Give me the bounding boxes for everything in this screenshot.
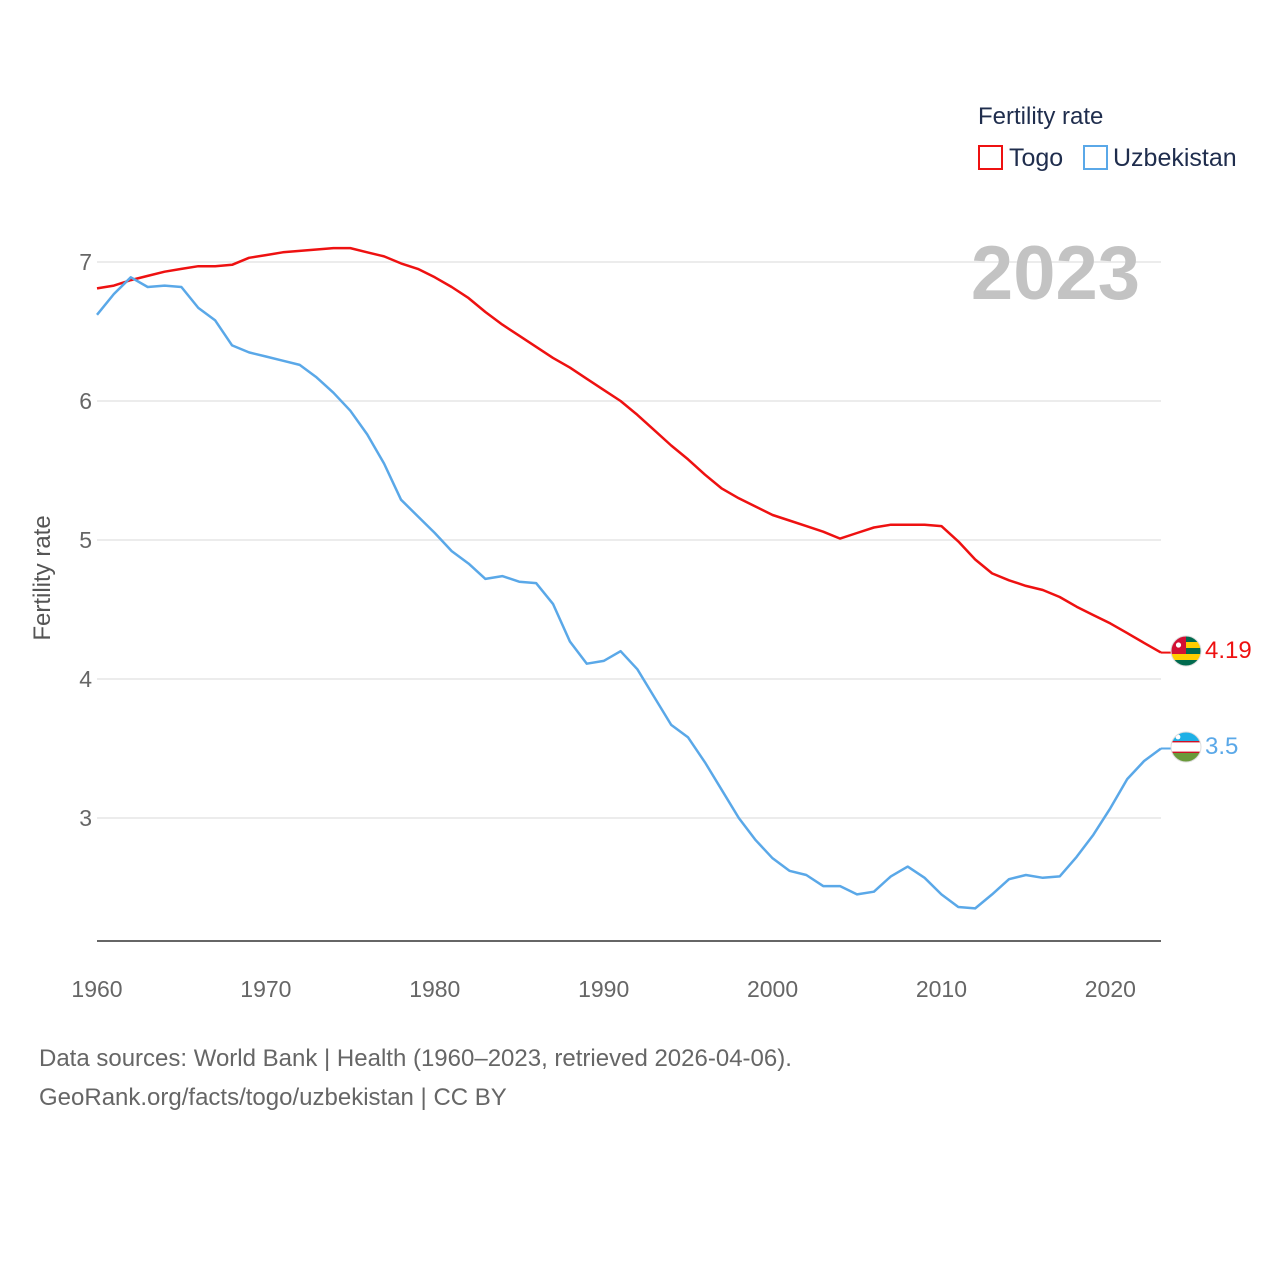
legend-swatch-uzbekistan[interactable] [1083, 145, 1108, 170]
legend: Fertility rate Togo Uzbekistan [978, 103, 1237, 172]
legend-label-uzbekistan[interactable]: Uzbekistan [1113, 144, 1237, 172]
series-line-uzbekistan[interactable] [96, 276, 1162, 910]
y-tick-label: 3 [79, 805, 92, 831]
x-tick-label: 1960 [71, 976, 122, 1002]
y-tick-label: 4 [79, 666, 92, 692]
gridlines [97, 261, 1161, 819]
x-tick-label: 1970 [240, 976, 291, 1002]
legend-swatch-togo[interactable] [978, 145, 1003, 170]
end-label-togo: 4.19 [1205, 637, 1252, 664]
uzbekistan-flag-icon [1171, 732, 1201, 762]
footer-sources: Data sources: World Bank | Health (1960–… [39, 1045, 792, 1072]
y-tick-label: 7 [79, 249, 92, 275]
legend-label-togo[interactable]: Togo [1009, 144, 1063, 172]
y-tick-label: 5 [79, 527, 92, 553]
x-tick-label: 2010 [916, 976, 967, 1002]
footer-credit: GeoRank.org/facts/togo/uzbekistan | CC B… [39, 1084, 507, 1111]
series-lines [96, 246, 1171, 910]
x-tick-label: 1980 [409, 976, 460, 1002]
year-label: 2023 [971, 231, 1140, 316]
x-tick-label: 2020 [1085, 976, 1136, 1002]
x-axis-ticks: 1960 1970 1980 1990 2000 2010 2020 [71, 976, 1136, 1002]
end-label-uzbekistan: 3.5 [1205, 733, 1238, 760]
series-line-togo[interactable] [96, 246, 1162, 654]
y-tick-label: 6 [79, 388, 92, 414]
y-axis-title: Fertility rate [29, 515, 56, 640]
x-tick-label: 1990 [578, 976, 629, 1002]
togo-flag-icon [1171, 636, 1201, 666]
legend-title: Fertility rate [978, 103, 1103, 130]
y-axis-ticks: 3 4 5 6 7 [79, 249, 92, 831]
x-tick-label: 2000 [747, 976, 798, 1002]
